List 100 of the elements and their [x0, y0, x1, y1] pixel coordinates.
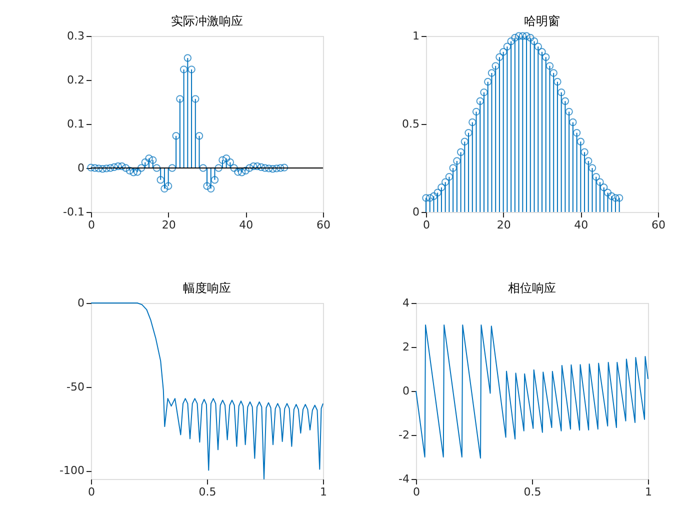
point	[434, 188, 442, 196]
point	[499, 48, 508, 56]
line-series	[90, 302, 324, 480]
point	[615, 194, 624, 202]
point	[546, 62, 554, 70]
point	[584, 157, 592, 165]
point	[480, 88, 488, 96]
point	[126, 166, 134, 174]
point	[430, 192, 438, 200]
point	[130, 168, 138, 176]
y-tick-label: 0	[78, 296, 84, 310]
point	[507, 37, 515, 46]
x-tick-label: 0	[423, 218, 430, 232]
point	[569, 118, 577, 126]
point	[476, 97, 484, 105]
point	[472, 108, 480, 116]
point	[468, 118, 476, 126]
y-tick-label: -4	[398, 472, 410, 486]
point	[280, 164, 288, 172]
y-tick-label: 4	[402, 296, 410, 310]
x-tick-label: 20	[496, 218, 511, 232]
point	[460, 138, 469, 146]
point	[445, 172, 454, 181]
point	[276, 164, 284, 172]
x-tick-label: 40	[239, 218, 254, 232]
point	[106, 164, 114, 172]
point	[600, 184, 608, 192]
y-tick-label: 0	[402, 384, 410, 398]
y-tick-label: 0.5	[402, 118, 420, 130]
point	[557, 88, 566, 96]
point	[588, 164, 596, 172]
point	[238, 168, 246, 176]
chart-title: 幅度响应	[183, 281, 231, 295]
point	[496, 53, 504, 61]
point	[565, 108, 573, 116]
point	[230, 164, 238, 172]
point	[246, 164, 254, 172]
point	[250, 162, 258, 170]
point	[222, 154, 230, 162]
point	[592, 172, 600, 181]
y-tick-label: 0.3	[67, 30, 84, 42]
x-tick-label: 20	[162, 218, 176, 232]
y-tick-label: -0.1	[63, 206, 84, 218]
point	[534, 42, 542, 50]
point	[172, 132, 180, 140]
point	[550, 69, 558, 77]
point	[184, 54, 192, 62]
point	[207, 184, 215, 193]
point	[554, 78, 562, 86]
y-tick-label: 0	[78, 162, 84, 174]
point	[272, 164, 280, 172]
point	[210, 176, 219, 184]
point	[234, 168, 242, 176]
point	[572, 128, 581, 137]
point	[102, 164, 110, 172]
point	[530, 37, 538, 46]
point	[488, 69, 496, 77]
point	[118, 162, 126, 170]
x-tick-label: 1	[645, 486, 652, 498]
point	[257, 163, 265, 171]
line-series	[416, 324, 648, 459]
point	[456, 148, 465, 156]
y-tick-label: 1	[412, 30, 420, 42]
x-tick-label: 60	[652, 218, 666, 232]
y-tick-label: 2	[402, 340, 410, 354]
y-tick-label: -100	[60, 464, 84, 478]
x-tick-label: 60	[316, 218, 330, 232]
point	[253, 162, 262, 170]
point	[576, 138, 585, 146]
point	[94, 164, 103, 172]
point	[492, 62, 500, 70]
point	[87, 164, 95, 172]
point	[110, 163, 118, 171]
point	[114, 162, 122, 170]
point	[453, 157, 461, 165]
x-tick-label: 40	[574, 218, 588, 232]
point	[122, 164, 130, 172]
point	[561, 97, 570, 105]
x-tick-label: 0.5	[198, 486, 216, 498]
chart-title: 实际冲激响应	[171, 14, 243, 28]
point	[503, 42, 512, 50]
point	[188, 66, 196, 74]
point	[441, 178, 450, 186]
point	[91, 164, 99, 172]
x-tick-label: 0.5	[524, 486, 542, 498]
x-tick-label: 1	[320, 486, 327, 498]
y-tick-label: 0.2	[67, 74, 84, 86]
point	[149, 156, 157, 164]
point	[156, 176, 164, 184]
point	[195, 132, 204, 140]
point	[137, 164, 146, 172]
point	[180, 66, 188, 74]
point	[98, 165, 106, 173]
y-tick-label: -50	[66, 380, 84, 394]
point	[265, 164, 273, 172]
point	[580, 148, 588, 156]
point	[604, 188, 612, 196]
y-tick-label: 0	[412, 206, 420, 218]
point	[526, 34, 534, 42]
point	[261, 164, 269, 172]
